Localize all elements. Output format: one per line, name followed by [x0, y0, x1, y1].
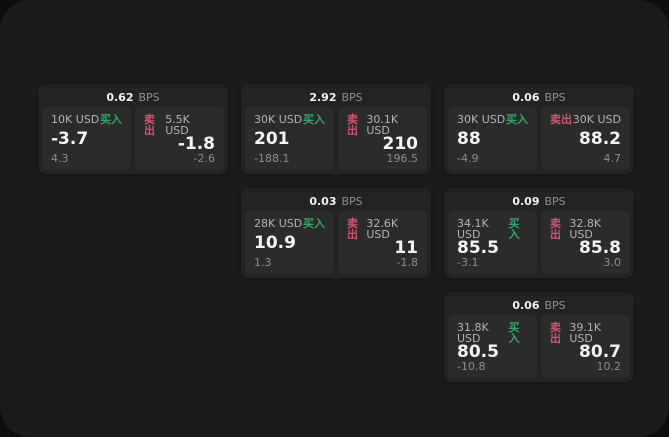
quote-card: 0.09 BPS 34.1K USD 买入 85.5 -3.1 卖出 32.8K… — [444, 188, 634, 278]
sell-tile[interactable]: 卖出 32.6K USD 11 -1.8 — [338, 211, 427, 274]
sell-price: -1.8 — [177, 134, 215, 154]
bps-header: 0.03 BPS — [245, 192, 427, 211]
buy-price: 10.9 — [254, 232, 296, 253]
buy-tile[interactable]: 30K USD 买入 201 -188.1 — [245, 107, 334, 170]
buy-tile[interactable]: 10K USD 买入 -3.7 4.3 — [42, 107, 131, 170]
buy-label: 买入 — [303, 217, 325, 230]
buy-label: 买入 — [508, 217, 520, 241]
sell-delta: 10.2 — [596, 360, 622, 373]
bps-value: 0.06 — [512, 299, 540, 312]
buy-price: 88 — [457, 128, 481, 149]
quote-card: 0.06 BPS 31.8K USD 买入 80.5 -10.8 卖出 39.1… — [444, 292, 634, 382]
buy-delta: -3.1 — [457, 256, 479, 269]
buy-tile[interactable]: 28K USD 买入 10.9 1.3 — [245, 211, 334, 274]
buy-label: 买入 — [100, 113, 122, 126]
buy-delta: -188.1 — [254, 152, 290, 165]
bps-value: 0.06 — [512, 91, 540, 104]
sell-price: 210 — [382, 134, 419, 154]
sell-amount: 30K USD — [572, 113, 621, 126]
buy-label: 买入 — [303, 113, 325, 126]
buy-price: -3.7 — [51, 128, 89, 149]
sell-amount: 30.1K USD — [366, 113, 399, 137]
sell-amount: 39.1K USD — [569, 321, 602, 345]
sell-price: 11 — [394, 238, 418, 258]
buy-delta: -10.8 — [457, 360, 486, 373]
sell-label: 卖出 — [347, 113, 358, 137]
bps-header: 0.09 BPS — [448, 192, 630, 211]
sell-amount: 32.8K USD — [569, 217, 602, 241]
bps-value: 0.62 — [106, 91, 134, 104]
buy-amount: 31.8K USD — [457, 321, 489, 345]
buy-price: 85.5 — [457, 238, 499, 258]
bps-unit: BPS — [341, 195, 363, 208]
buy-amount: 30K USD — [254, 113, 303, 126]
buy-price: 80.5 — [457, 342, 499, 362]
bps-value: 0.03 — [309, 195, 337, 208]
sell-price: 85.8 — [579, 238, 621, 258]
sell-tile[interactable]: 卖出 39.1K USD 80.7 10.2 — [541, 315, 630, 378]
sell-amount: 5.5K USD — [165, 113, 190, 137]
sell-delta: 196.5 — [386, 152, 419, 165]
sell-delta: -2.6 — [193, 152, 215, 165]
bps-unit: BPS — [544, 91, 566, 104]
buy-label: 买入 — [506, 113, 528, 126]
sell-price: 88.2 — [579, 128, 621, 149]
buy-delta: -4.9 — [457, 152, 479, 165]
buy-price: 201 — [254, 128, 290, 149]
sell-tile[interactable]: 卖出 30K USD 88.2 4.7 — [541, 107, 630, 170]
buy-amount: 28K USD — [254, 217, 303, 230]
sell-delta: 3.0 — [603, 256, 622, 269]
buy-amount: 30K USD — [457, 113, 506, 126]
sell-label: 卖出 — [144, 113, 155, 137]
bps-value: 2.92 — [309, 91, 337, 104]
sell-label: 卖出 — [347, 217, 358, 241]
buy-tile[interactable]: 30K USD 买入 88 -4.9 — [448, 107, 537, 170]
bps-unit: BPS — [341, 91, 363, 104]
sell-tile[interactable]: 卖出 32.8K USD 85.8 3.0 — [541, 211, 630, 274]
sell-delta: 4.7 — [603, 152, 622, 165]
quote-grid: 0.62 BPS 10K USD 买入 -3.7 4.3 卖出 5.5K USD — [38, 84, 634, 382]
buy-tile[interactable]: 34.1K USD 买入 85.5 -3.1 — [448, 211, 537, 274]
buy-tile[interactable]: 31.8K USD 买入 80.5 -10.8 — [448, 315, 537, 378]
quote-card: 0.06 BPS 30K USD 买入 88 -4.9 卖出 30K USD — [444, 84, 634, 174]
sell-tile[interactable]: 卖出 30.1K USD 210 196.5 — [338, 107, 427, 170]
sell-tile[interactable]: 卖出 5.5K USD -1.8 -2.6 — [135, 107, 224, 170]
bps-header: 0.62 BPS — [42, 88, 224, 107]
sell-label: 卖出 — [550, 217, 561, 241]
bps-header: 0.06 BPS — [448, 296, 630, 315]
bps-value: 0.09 — [512, 195, 540, 208]
bps-header: 2.92 BPS — [245, 88, 427, 107]
sell-amount: 32.6K USD — [366, 217, 399, 241]
quote-card: 0.03 BPS 28K USD 买入 10.9 1.3 卖出 32.6K US… — [241, 188, 431, 278]
sell-label: 卖出 — [550, 113, 572, 126]
buy-amount: 34.1K USD — [457, 217, 489, 241]
sell-delta: -1.8 — [396, 256, 418, 269]
bps-unit: BPS — [544, 299, 566, 312]
buy-delta: 1.3 — [254, 256, 272, 269]
buy-delta: 4.3 — [51, 152, 69, 165]
sell-label: 卖出 — [550, 321, 561, 345]
buy-amount: 10K USD — [51, 113, 100, 126]
sell-price: 80.7 — [579, 342, 621, 362]
bps-unit: BPS — [544, 195, 566, 208]
quote-card: 2.92 BPS 30K USD 买入 201 -188.1 卖出 30.1K … — [241, 84, 431, 174]
bps-unit: BPS — [138, 91, 160, 104]
buy-label: 买入 — [508, 321, 520, 345]
bps-header: 0.06 BPS — [448, 88, 630, 107]
quote-card: 0.62 BPS 10K USD 买入 -3.7 4.3 卖出 5.5K USD — [38, 84, 228, 174]
